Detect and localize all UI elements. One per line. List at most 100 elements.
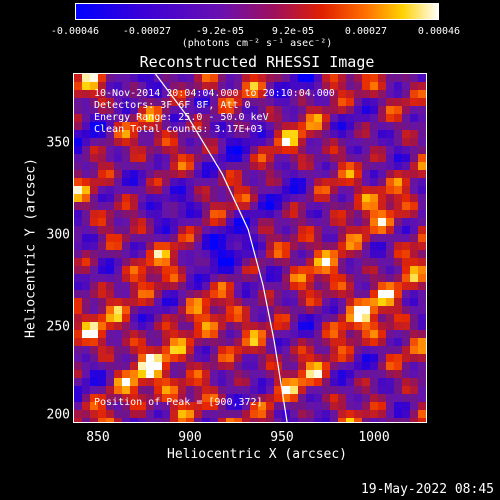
heatmap-cell xyxy=(338,266,346,274)
heatmap-cell xyxy=(234,178,242,186)
heatmap-cell xyxy=(210,298,218,306)
heatmap-cell xyxy=(82,234,90,242)
heatmap-cell xyxy=(162,370,170,378)
heatmap-cell xyxy=(226,194,234,202)
heatmap-cell xyxy=(82,346,90,354)
heatmap-cell xyxy=(138,170,146,178)
heatmap-cell xyxy=(410,98,418,106)
heatmap-cell xyxy=(194,314,202,322)
heatmap-cell xyxy=(330,90,338,98)
heatmap-cell xyxy=(130,346,138,354)
heatmap-cell xyxy=(98,226,106,234)
heatmap-cell xyxy=(186,234,194,242)
heatmap-cell xyxy=(106,250,114,258)
heatmap-cell xyxy=(194,338,202,346)
heatmap-cell xyxy=(114,226,122,234)
heatmap-cell xyxy=(90,178,98,186)
heatmap-cell xyxy=(146,418,154,422)
heatmap-cell xyxy=(98,122,106,130)
heatmap-cell xyxy=(146,394,154,402)
heatmap-cell xyxy=(250,162,258,170)
heatmap-cell xyxy=(194,394,202,402)
heatmap-cell xyxy=(378,178,386,186)
heatmap-cell xyxy=(378,290,386,298)
heatmap-cell xyxy=(226,258,234,266)
heatmap-cell xyxy=(114,394,122,402)
heatmap-cell xyxy=(418,146,426,154)
heatmap-cell xyxy=(258,378,266,386)
heatmap-cell xyxy=(194,274,202,282)
heatmap-cell xyxy=(418,282,426,290)
heatmap-cell xyxy=(154,202,162,210)
heatmap-cell xyxy=(162,138,170,146)
heatmap-cell xyxy=(266,410,274,418)
heatmap-cell xyxy=(210,218,218,226)
heatmap-cell xyxy=(322,298,330,306)
heatmap-cell xyxy=(106,90,114,98)
heatmap-cell xyxy=(346,138,354,146)
heatmap-cell xyxy=(314,338,322,346)
heatmap-cell xyxy=(154,370,162,378)
heatmap-cell xyxy=(130,290,138,298)
heatmap-cell xyxy=(218,266,226,274)
heatmap-cell xyxy=(114,330,122,338)
heatmap-cell xyxy=(250,258,258,266)
heatmap-cell xyxy=(106,154,114,162)
heatmap-cell xyxy=(386,402,394,410)
heatmap-cell xyxy=(322,354,330,362)
heatmap-cell xyxy=(306,378,314,386)
heatmap-cell xyxy=(178,410,186,418)
heatmap-cell xyxy=(282,226,290,234)
heatmap-cell xyxy=(298,234,306,242)
heatmap-cell xyxy=(290,418,298,422)
heatmap-cell xyxy=(154,138,162,146)
heatmap-cell xyxy=(74,282,82,290)
heatmap-cell xyxy=(114,250,122,258)
heatmap-cell xyxy=(178,178,186,186)
heatmap-cell xyxy=(274,386,282,394)
heatmap-cell xyxy=(250,282,258,290)
heatmap-cell xyxy=(202,146,210,154)
heatmap-cell xyxy=(90,106,98,114)
heatmap-cell xyxy=(74,210,82,218)
heatmap-cell xyxy=(178,258,186,266)
heatmap-cell xyxy=(122,74,130,82)
heatmap-cell xyxy=(74,274,82,282)
heatmap-cell xyxy=(234,394,242,402)
heatmap-cell xyxy=(130,170,138,178)
heatmap-cell xyxy=(290,354,298,362)
heatmap-cell xyxy=(306,234,314,242)
heatmap-cell xyxy=(386,138,394,146)
heatmap-cell xyxy=(362,306,370,314)
heatmap-cell xyxy=(122,90,130,98)
heatmap-cell xyxy=(98,154,106,162)
heatmap-cell xyxy=(290,378,298,386)
heatmap-cell xyxy=(410,210,418,218)
heatmap-cell xyxy=(226,362,234,370)
heatmap-cell xyxy=(346,218,354,226)
heatmap-cell xyxy=(250,338,258,346)
heatmap-cell xyxy=(330,354,338,362)
heatmap-cell xyxy=(314,346,322,354)
heatmap-cell xyxy=(370,250,378,258)
heatmap-cell xyxy=(154,114,162,122)
heatmap-cell xyxy=(322,378,330,386)
heatmap-cell xyxy=(410,146,418,154)
heatmap-cell xyxy=(114,402,122,410)
heatmap-cell xyxy=(250,186,258,194)
heatmap-cell xyxy=(210,338,218,346)
heatmap-cell xyxy=(274,194,282,202)
heatmap-cell xyxy=(378,418,386,422)
heatmap-cell xyxy=(346,162,354,170)
heatmap-cell xyxy=(298,258,306,266)
heatmap-cell xyxy=(346,170,354,178)
heatmap-cell xyxy=(202,298,210,306)
heatmap-cell xyxy=(194,106,202,114)
heatmap-cell xyxy=(346,114,354,122)
heatmap-cell xyxy=(186,322,194,330)
heatmap-cell xyxy=(210,170,218,178)
heatmap-cell xyxy=(234,146,242,154)
heatmap-cell xyxy=(314,354,322,362)
heatmap-cell xyxy=(242,154,250,162)
heatmap-cell xyxy=(114,90,122,98)
